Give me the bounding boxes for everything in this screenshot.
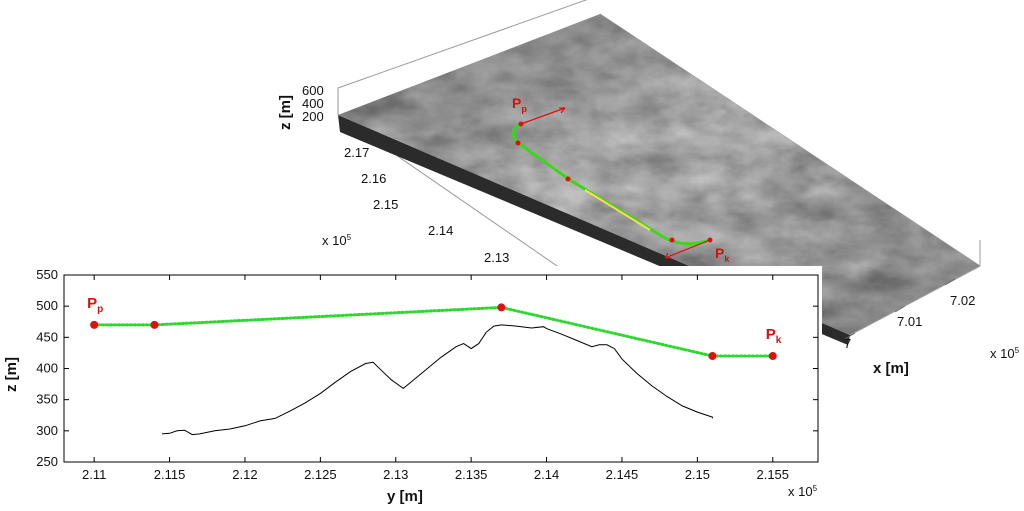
- profile-x-tick-label: 2.145: [606, 467, 639, 482]
- path-3d-start-arrow: [520, 107, 566, 125]
- profile-x-tick-label: 2.12: [232, 467, 257, 482]
- profile-markers: Pp Pk: [87, 295, 782, 361]
- surface-z-tick: 200: [302, 109, 324, 124]
- profile-x-tick-label: 2.115: [154, 467, 186, 482]
- path-3d-highlight: [584, 189, 651, 231]
- profile-x-tick-label: 2.11: [82, 467, 106, 482]
- surface-x-axis: 7 7.01 7.02 x 105 x [m]: [844, 265, 1020, 377]
- profile-y-tick-label: 450: [36, 329, 58, 344]
- profile-x-tick-label: 2.15: [685, 467, 710, 482]
- path-3d-waypoint: [707, 237, 713, 243]
- surface-y-tick: 2.13: [484, 250, 509, 265]
- path-3d-end-label: Pk: [715, 245, 730, 264]
- profile-y-tick-label: 400: [36, 361, 58, 376]
- path-3d-waypoint: [669, 237, 675, 243]
- profile-x-exponent: x 105: [788, 484, 818, 499]
- path-3d-waypoint: [565, 176, 571, 182]
- profile-y-tick-label: 550: [36, 267, 58, 282]
- profile-waypoint-marker: [497, 303, 506, 312]
- surface-y-exponent: x 105: [322, 233, 352, 248]
- surface-z-tick: 600: [302, 83, 324, 98]
- profile-y-tick-label: 250: [36, 454, 58, 469]
- profile-y-tick-label: 300: [36, 423, 58, 438]
- profile-x-tick-label: 2.125: [304, 467, 337, 482]
- profile-waypoint-marker: [768, 352, 777, 361]
- surface-z-axis: 600 400 200 z [m]: [277, 83, 324, 130]
- surface-y-axis: 2.17 2.16 2.15 2.14 2.13 x 105: [322, 145, 509, 265]
- surface-z-axis-label: z [m]: [277, 95, 294, 130]
- profile-x-tick-label: 2.13: [383, 467, 408, 482]
- profile-point-label: Pp: [87, 295, 103, 315]
- profile-chart: 2.11 2.115 2.12 2.125 2.13 2.135 2.14 2.145 2.15…: [0, 266, 822, 511]
- profile-axes-ticks: 2.11 2.115 2.12 2.125 2.13 2.135 2.14 2.145 2.15…: [36, 267, 818, 482]
- surface-y-tick: 2.17: [344, 145, 369, 160]
- path-3d: Pp Pk: [511, 95, 730, 264]
- path-3d-waypoint: [515, 140, 521, 146]
- profile-y-tick-label: 350: [36, 392, 58, 407]
- surface-x-tick: 7.01: [897, 314, 922, 329]
- profile-x-tick-label: 2.155: [756, 467, 789, 482]
- surface-y-tick: 2.14: [428, 223, 453, 238]
- profile-waypoint-marker: [90, 320, 99, 329]
- profile-y-tick-label: 500: [36, 298, 58, 313]
- profile-series-terrain-profile: [161, 324, 713, 436]
- path-3d-start-label: Pp: [512, 95, 527, 114]
- profile-plot-frame: [63, 274, 819, 463]
- profile-point-label: Pk: [766, 326, 782, 346]
- path-3d-waypoint: [518, 121, 524, 127]
- profile-x-tick-label: 2.135: [455, 467, 488, 482]
- profile-x-tick-label: 2.14: [534, 467, 559, 482]
- surface-y-tick: 2.15: [373, 197, 398, 212]
- surface-z-tick: 400: [302, 96, 324, 111]
- path-3d-end-arrow: [664, 239, 711, 259]
- surface-x-tick: 7: [844, 336, 851, 351]
- profile-waypoint-marker: [150, 320, 159, 329]
- surface-x-axis-label: x [m]: [873, 360, 909, 377]
- profile-x-axis-label: y [m]: [387, 488, 423, 505]
- profile-waypoint-marker: [708, 352, 717, 361]
- surface-y-tick: 2.16: [361, 171, 386, 186]
- profile-y-axis-label: z [m]: [3, 357, 20, 392]
- surface-x-exponent: x 105: [990, 346, 1020, 361]
- surface-x-tick: 7.02: [950, 293, 975, 308]
